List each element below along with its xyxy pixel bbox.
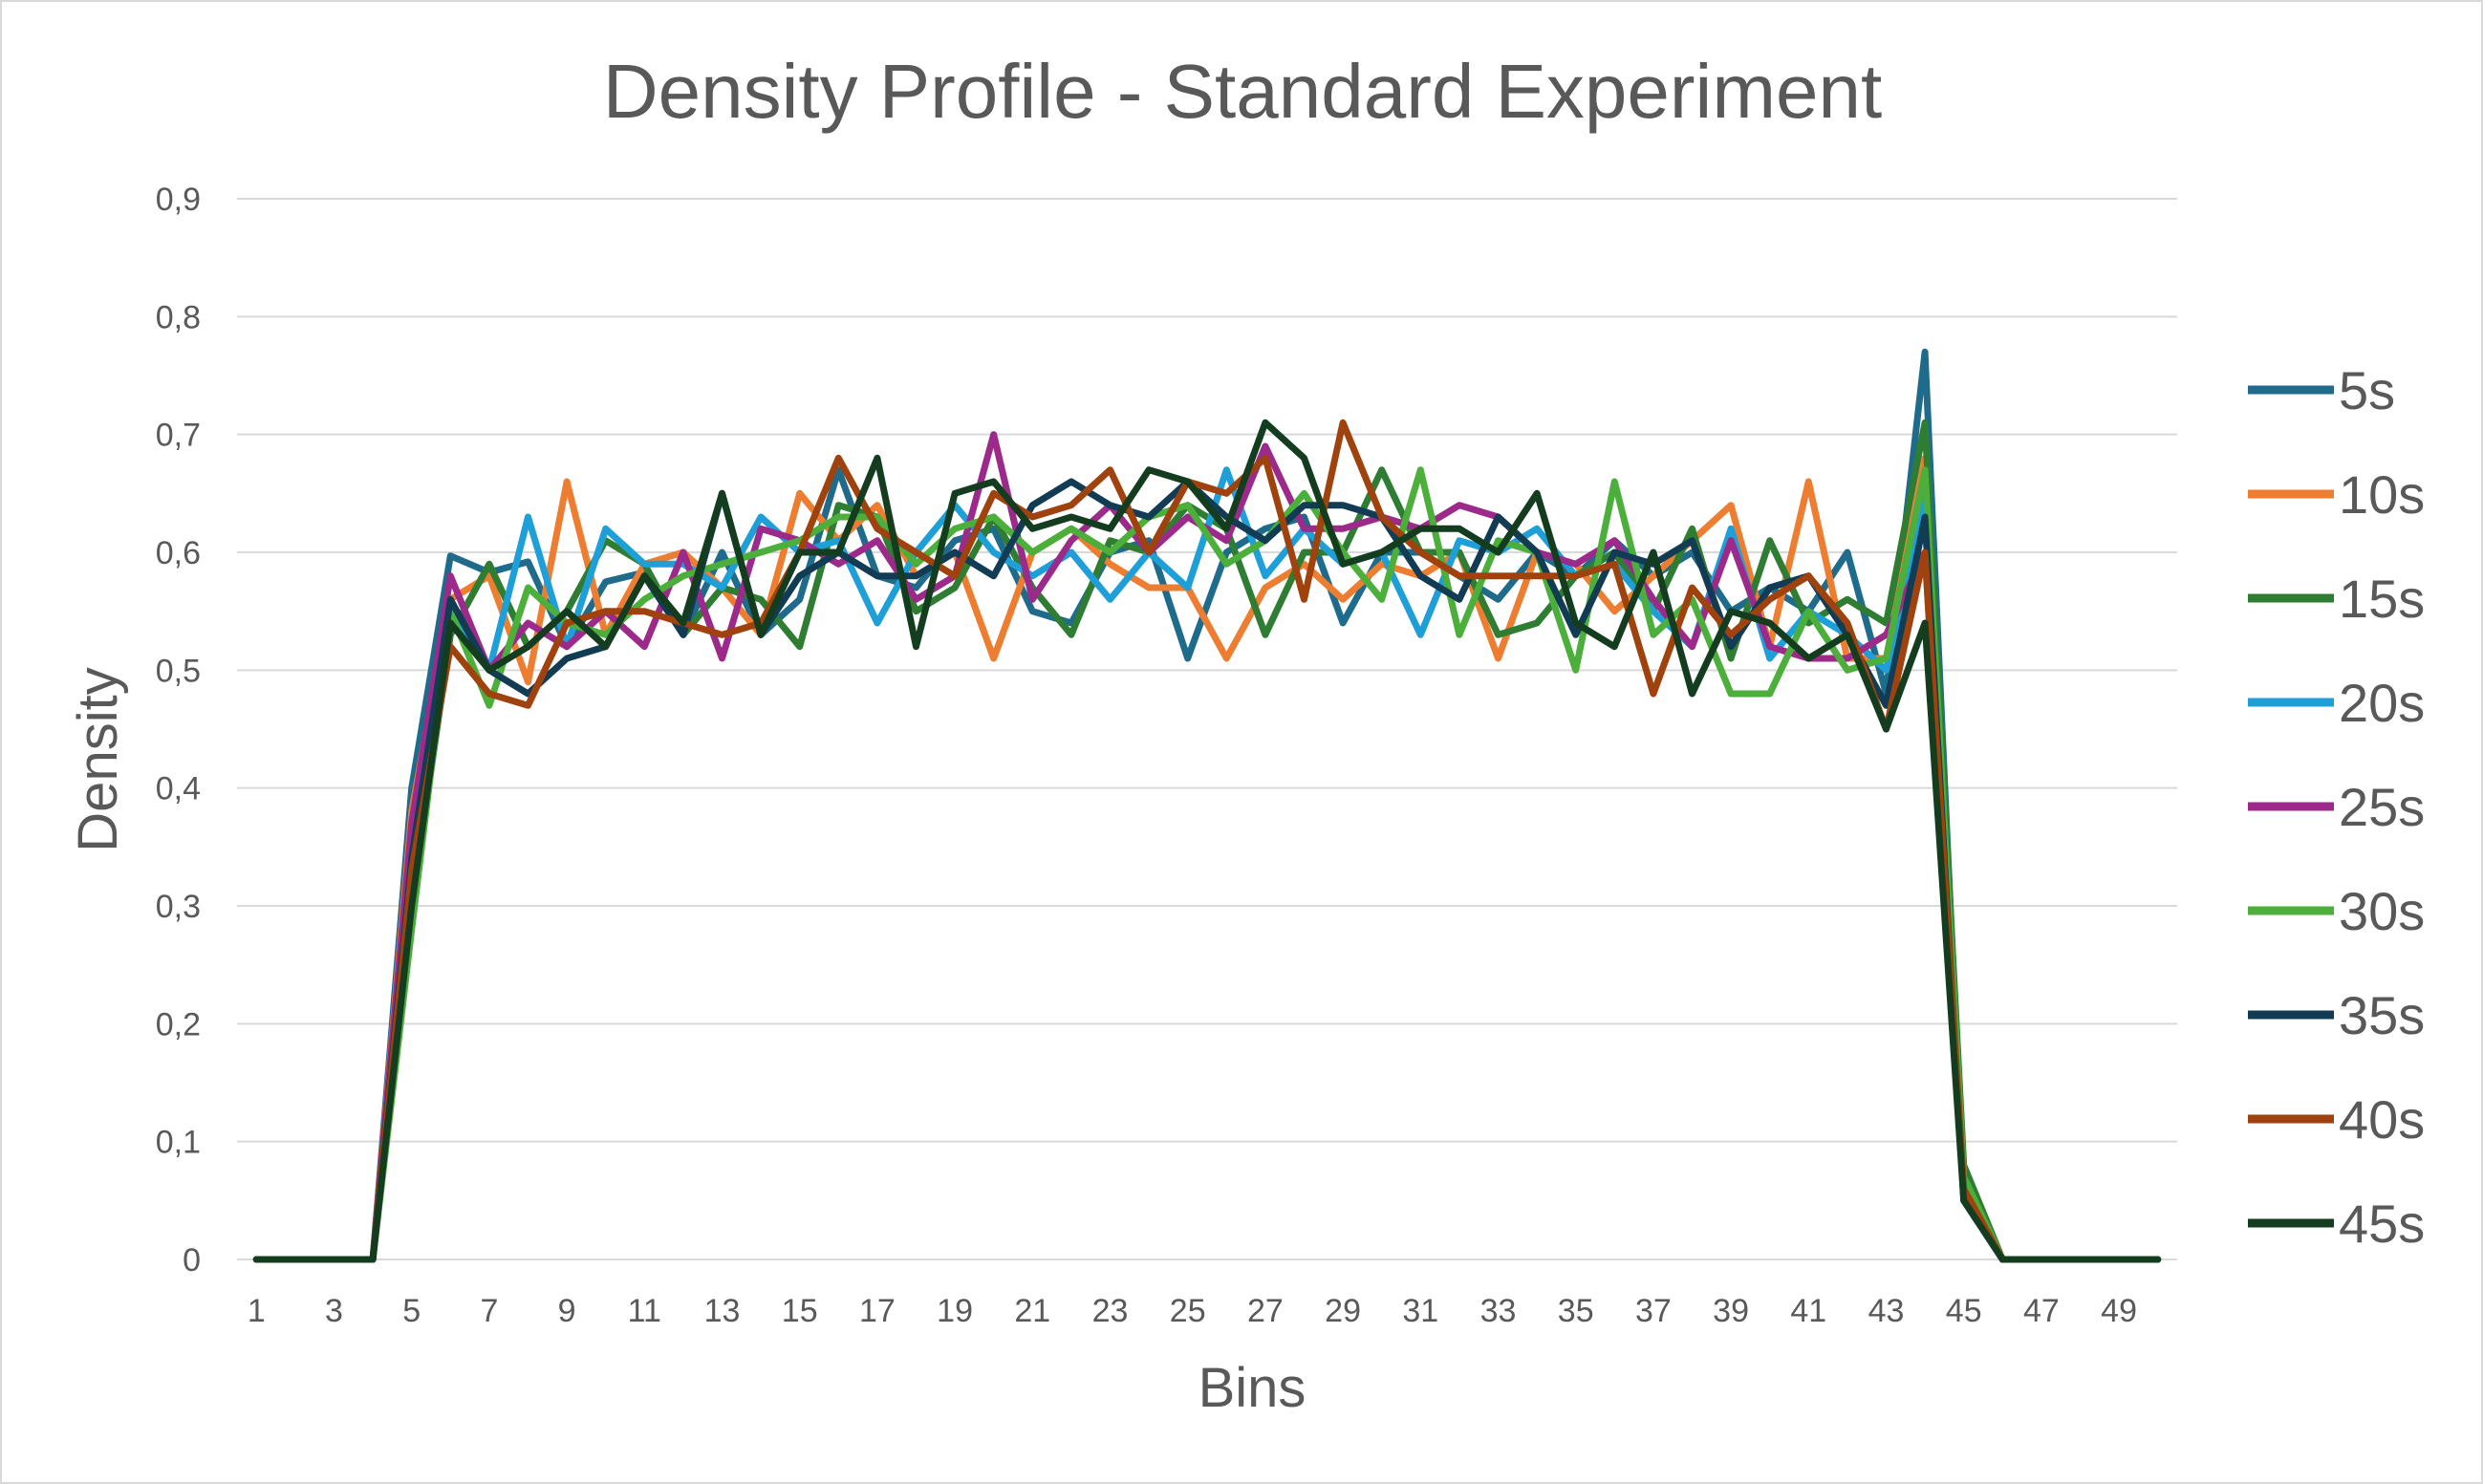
x-tick-label: 17 bbox=[859, 1293, 896, 1329]
legend: 5s 10s 15s 20s 25s 30s 35s 40s 45s bbox=[2248, 360, 2425, 1254]
series-lines bbox=[252, 348, 2162, 1263]
x-tick-label: 23 bbox=[1092, 1293, 1129, 1329]
x-tick-label: 33 bbox=[1480, 1293, 1517, 1329]
series-line-15s bbox=[252, 419, 2162, 1263]
y-tick-label: 0,8 bbox=[156, 299, 201, 335]
y-tick-label: 0,2 bbox=[156, 1006, 201, 1043]
x-tick-label: 9 bbox=[558, 1293, 576, 1329]
series-line-40s bbox=[252, 419, 2162, 1263]
x-tick-label: 39 bbox=[1713, 1293, 1749, 1329]
legend-label: 45s bbox=[2339, 1194, 2425, 1254]
legend-label: 35s bbox=[2339, 985, 2425, 1045]
legend-label: 25s bbox=[2339, 777, 2425, 837]
x-tick-label: 45 bbox=[1946, 1293, 1982, 1329]
x-tick-label: 13 bbox=[704, 1293, 741, 1329]
y-tick-label: 0,4 bbox=[156, 771, 201, 807]
x-tick-label: 27 bbox=[1247, 1293, 1284, 1329]
x-tick-label: 49 bbox=[2101, 1293, 2137, 1329]
x-tick-label: 25 bbox=[1170, 1293, 1206, 1329]
x-tick-label: 19 bbox=[937, 1293, 973, 1329]
x-tick-label: 37 bbox=[1635, 1293, 1672, 1329]
chart-title: Density Profile - Standard Experiment bbox=[603, 49, 1882, 134]
x-tick-label: 35 bbox=[1558, 1293, 1594, 1329]
legend-label: 10s bbox=[2339, 464, 2425, 525]
y-axis-title: Density bbox=[67, 667, 129, 851]
series-line-45s bbox=[252, 419, 2162, 1263]
x-tick-label: 5 bbox=[402, 1293, 421, 1329]
legend-label: 40s bbox=[2339, 1089, 2425, 1150]
y-tick-label: 0,9 bbox=[156, 182, 201, 218]
y-tick-label: 0,5 bbox=[156, 653, 201, 689]
legend-label: 5s bbox=[2339, 360, 2395, 420]
x-tick-label: 15 bbox=[782, 1293, 818, 1329]
x-tick-label: 3 bbox=[325, 1293, 343, 1329]
series-line-30s bbox=[252, 466, 2162, 1263]
y-tick-label: 0,1 bbox=[156, 1125, 201, 1161]
x-axis-title: Bins bbox=[1198, 1357, 1306, 1419]
x-tick-label: 41 bbox=[1790, 1293, 1826, 1329]
x-tick-label: 31 bbox=[1402, 1293, 1438, 1329]
series-line-10s bbox=[252, 454, 2162, 1263]
x-axis-ticks: 1 3 5 7 9 11 13 15 17 19 21 23 25 27 29 31 33 35 37 39 41 43 4… bbox=[248, 1293, 2137, 1329]
x-tick-label: 43 bbox=[1868, 1293, 1905, 1329]
legend-label: 30s bbox=[2339, 881, 2425, 941]
x-tick-label: 7 bbox=[480, 1293, 498, 1329]
legend-label: 15s bbox=[2339, 569, 2425, 629]
x-tick-label: 11 bbox=[628, 1293, 661, 1329]
legend-label: 20s bbox=[2339, 673, 2425, 733]
y-tick-label: 0,6 bbox=[156, 535, 201, 571]
y-tick-label: 0,3 bbox=[156, 889, 201, 925]
x-tick-label: 1 bbox=[248, 1293, 266, 1329]
series-line-35s bbox=[252, 478, 2162, 1263]
x-tick-label: 21 bbox=[1014, 1293, 1050, 1329]
y-axis-ticks: 0 0,1 0,2 0,3 0,4 0,5 0,6 0,7 0,8 0,9 bbox=[156, 182, 201, 1279]
x-tick-label: 29 bbox=[1325, 1293, 1361, 1329]
y-tick-label: 0,7 bbox=[156, 418, 201, 454]
y-tick-label: 0 bbox=[183, 1242, 201, 1279]
x-tick-label: 47 bbox=[2023, 1293, 2060, 1329]
